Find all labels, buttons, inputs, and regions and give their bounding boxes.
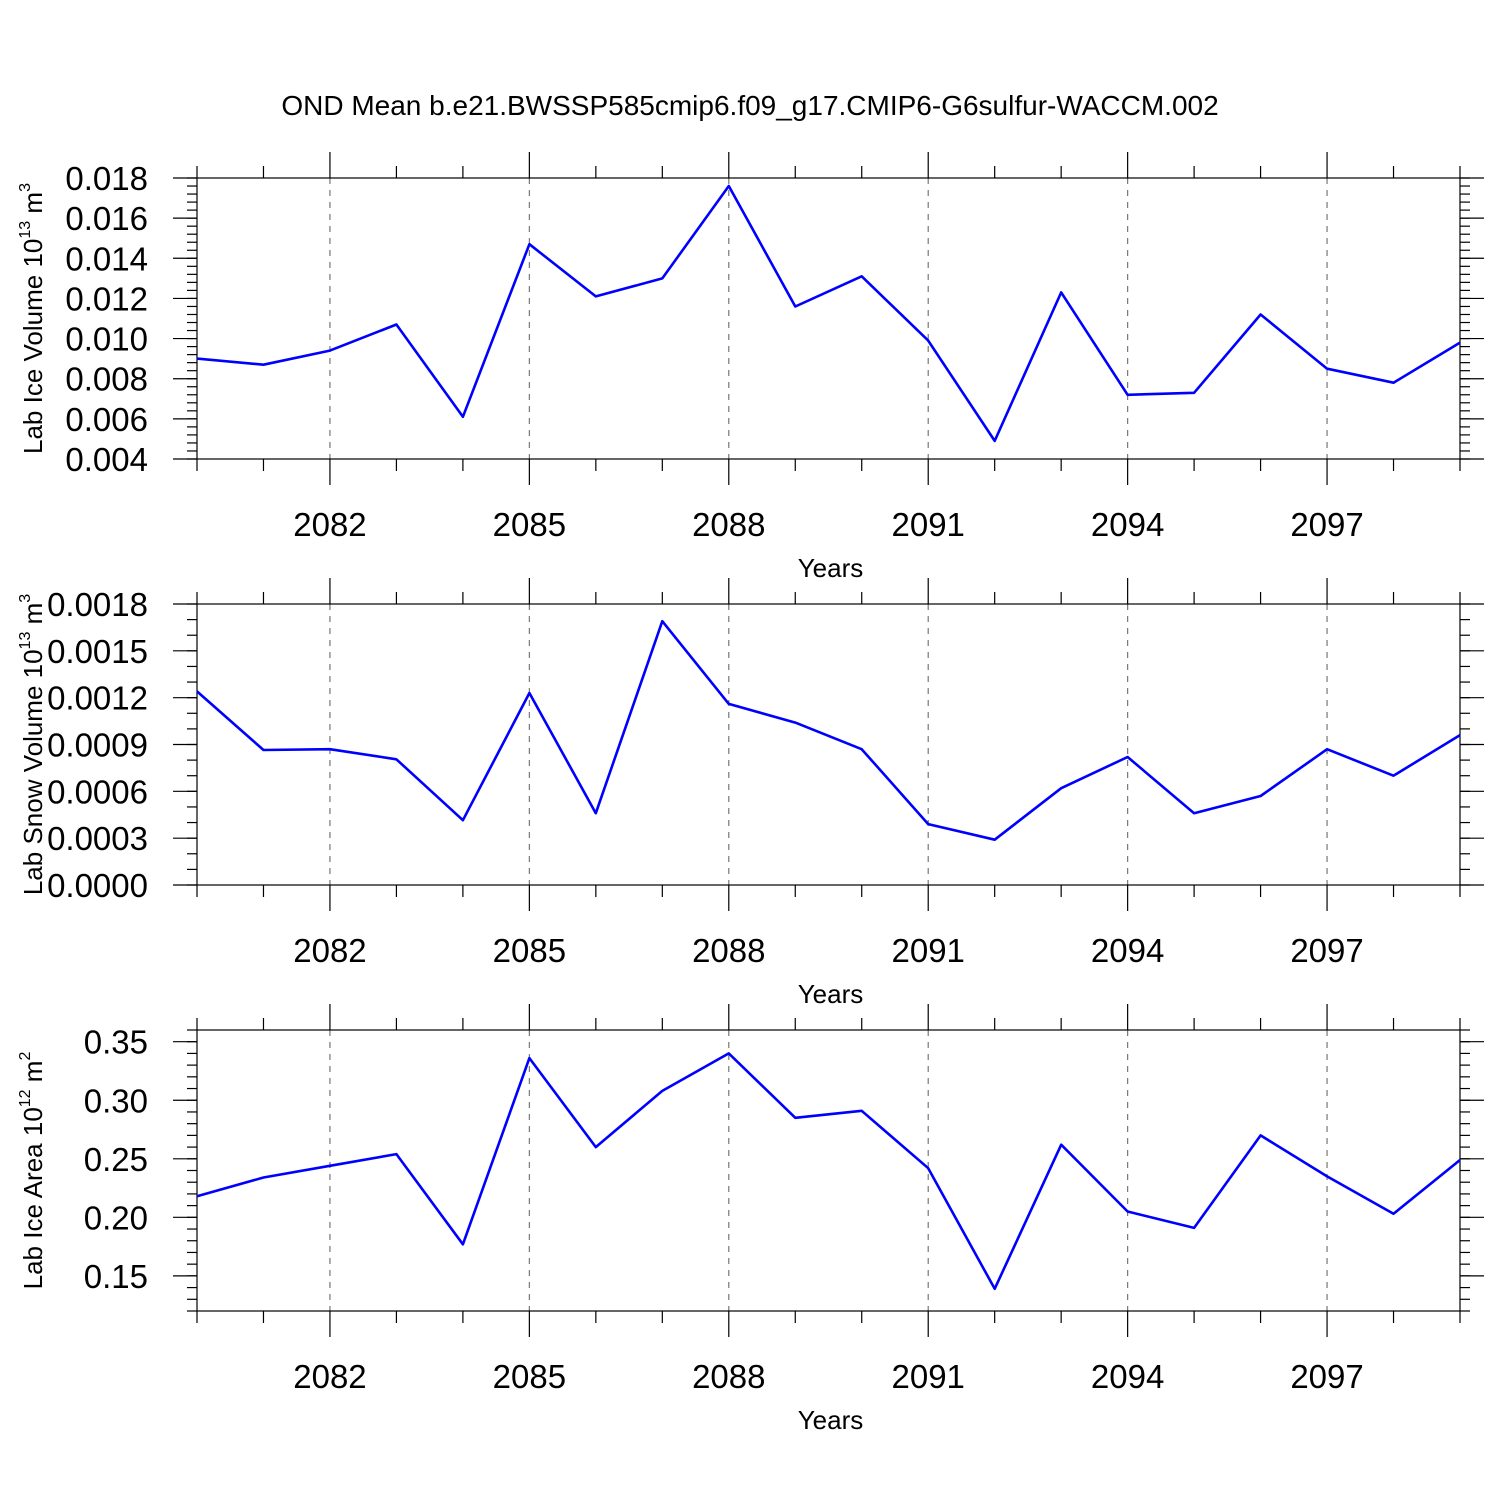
plot-frame — [196, 177, 1461, 460]
y-tick-label: 0.0015 — [47, 633, 148, 670]
x-axis-label: Years — [798, 979, 864, 1009]
y-tick-label: 0.35 — [84, 1024, 148, 1061]
panel-3: 2082 2085 2088 2091 2094 2097 Years 0.15 0.20 0.2… — [17, 1004, 1484, 1435]
x-tick-label: 2085 — [493, 932, 566, 969]
x-axis-label: Years — [798, 1405, 864, 1435]
panel-1: 2082 2085 2088 2091 2094 2097Years0.0040.0060… — [17, 152, 1484, 583]
y-tick-label: 0.018 — [65, 160, 148, 197]
x-tick-label: 2082 — [293, 932, 366, 969]
y-tick-label: 0.0000 — [47, 867, 148, 904]
x-tick-label: 2088 — [692, 932, 765, 969]
x-tick-label: 2097 — [1290, 1358, 1363, 1395]
x-axis-label: Years — [798, 553, 864, 583]
y-axis-label: Lab Ice Volume 1013 m3 — [17, 183, 48, 454]
y-tick-label: 0.012 — [65, 280, 148, 317]
y-tick-label: 0.014 — [65, 240, 148, 277]
plot-frame — [196, 1029, 1461, 1312]
x-tick-label: 2082 — [293, 1358, 366, 1395]
x-tick-label: 2082 — [293, 506, 366, 543]
y-tick-label: 0.006 — [65, 401, 148, 438]
y-tick-label: 0.008 — [65, 361, 148, 398]
series-line — [196, 184, 1461, 443]
x-tick-label: 2088 — [692, 1358, 765, 1395]
y-tick-label: 0.0012 — [47, 680, 148, 717]
y-tick-label: 0.20 — [84, 1199, 148, 1236]
x-tick-label: 2088 — [692, 506, 765, 543]
x-tick-label: 2094 — [1091, 1358, 1164, 1395]
y-tick-label: 0.25 — [84, 1141, 148, 1178]
panel-2: 2082 2085 2088 2091 2094 2097 Years 0.0000 0.000… — [17, 578, 1484, 1009]
series-line — [196, 1052, 1461, 1291]
x-tick-label: 2091 — [891, 506, 964, 543]
figure-title: OND Mean b.e21.BWSSP585cmip6.f09_g17.CMI… — [281, 90, 1218, 121]
x-tick-label: 2097 — [1290, 506, 1363, 543]
x-tick-label: 2085 — [493, 506, 566, 543]
y-axis-label: Lab Snow Volume 1013 m3 — [17, 594, 48, 895]
x-tick-label: 2085 — [493, 1358, 566, 1395]
series-line — [196, 619, 1461, 842]
y-tick-label: 0.0009 — [47, 727, 148, 764]
y-tick-label: 0.0018 — [47, 586, 148, 623]
x-tick-label: 2097 — [1290, 932, 1363, 969]
y-tick-label: 0.0003 — [47, 820, 148, 857]
y-tick-label: 0.0006 — [47, 773, 148, 810]
panels: 2082 2085 2088 2091 2094 2097Years0.0040.0060… — [17, 152, 1484, 1435]
x-tick-label: 2091 — [891, 1358, 964, 1395]
x-tick-label: 2094 — [1091, 932, 1164, 969]
y-axis-label: Lab Ice Area 1012 m2 — [17, 1052, 48, 1290]
x-tick-label: 2094 — [1091, 506, 1164, 543]
y-tick-label: 0.15 — [84, 1258, 148, 1295]
y-tick-label: 0.004 — [65, 441, 148, 478]
x-tick-label: 2091 — [891, 932, 964, 969]
y-tick-label: 0.016 — [65, 200, 148, 237]
y-tick-label: 0.30 — [84, 1082, 148, 1119]
plot-frame — [196, 603, 1461, 886]
y-tick-label: 0.010 — [65, 321, 148, 358]
